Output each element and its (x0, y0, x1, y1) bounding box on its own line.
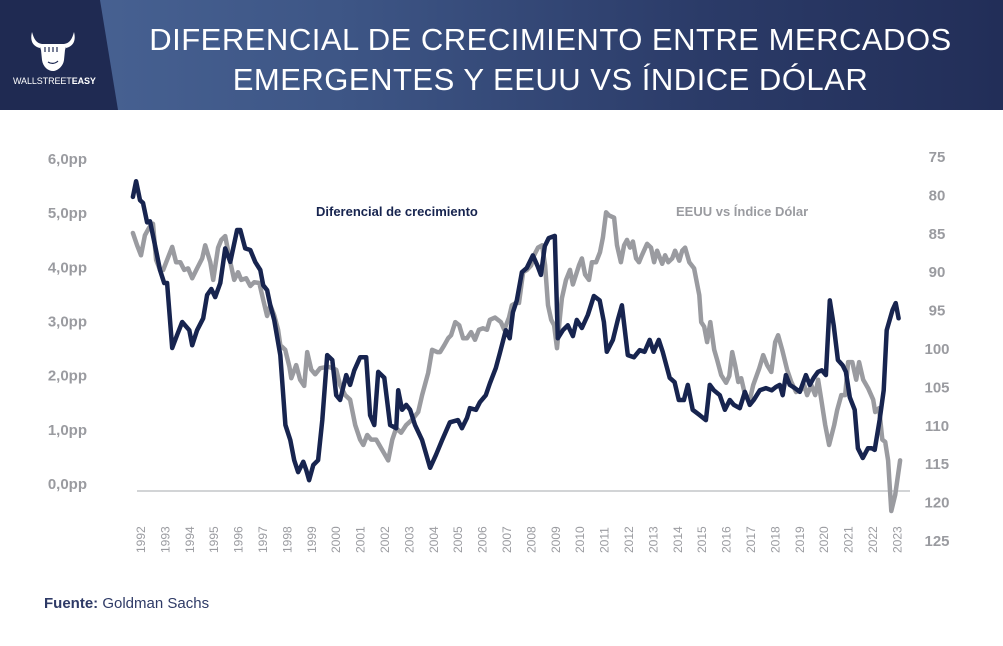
left-tick-label: 2,0pp (48, 368, 87, 385)
right-tick-label: 100 (924, 341, 949, 358)
x-tick-label: 1997 (256, 526, 270, 553)
x-tick-label: 2013 (646, 526, 660, 553)
x-tick-label: 2012 (622, 526, 636, 553)
title-line-2: EMERGENTES Y EEUU VS ÍNDICE DÓLAR (232, 62, 869, 97)
brand-part2: EASY (71, 76, 96, 86)
right-tick-label: 105 (924, 379, 949, 396)
x-axis: 1992 1993 1994 1995 1996 1997 1998 1999 2000 2001… (134, 526, 904, 553)
right-tick-label: 75 (929, 149, 946, 166)
x-tick-label: 2011 (598, 527, 612, 553)
x-tick-label: 2016 (720, 526, 734, 553)
right-tick-label: 120 (924, 495, 949, 512)
x-tick-label: 2015 (695, 526, 709, 553)
x-tick-label: 2006 (476, 526, 490, 553)
right-tick-label: 80 (929, 187, 946, 204)
series-layer (130, 178, 903, 514)
x-tick-label: 2018 (768, 526, 782, 553)
series-line-dollar-index (130, 210, 903, 514)
x-tick-label: 1998 (280, 526, 294, 553)
x-tick-label: 2022 (866, 526, 880, 553)
page-title: DIFERENCIAL DE CRECIMIENTO ENTRE MERCADO… (118, 20, 983, 100)
series-line-growth-differential (130, 178, 901, 483)
source-note: Fuente: Goldman Sachs (44, 595, 209, 612)
x-tick-label: 2004 (427, 526, 441, 553)
x-tick-label: 2007 (500, 526, 514, 553)
x-tick-label: 1992 (134, 526, 148, 553)
x-tick-label: 1995 (207, 526, 221, 553)
x-tick-label: 2019 (793, 526, 807, 553)
logo-panel: WALLSTREETEASY (0, 0, 118, 110)
legend-label-growth-differential: Diferencial de crecimiento (316, 204, 478, 219)
x-tick-label: 1994 (183, 526, 197, 553)
x-tick-label: 2009 (549, 526, 563, 553)
x-tick-label: 2003 (402, 526, 416, 553)
right-tick-label: 110 (925, 418, 949, 435)
x-tick-label: 1996 (232, 526, 246, 553)
x-tick-label: 2010 (573, 526, 587, 553)
header-banner: WALLSTREETEASY DIFERENCIAL DE CRECIMIENT… (0, 0, 1003, 110)
x-tick-label: 2014 (671, 526, 685, 553)
x-tick-label: 2000 (329, 526, 343, 553)
x-tick-label: 2001 (354, 526, 368, 553)
left-tick-label: 5,0pp (48, 205, 87, 222)
title-line-1: DIFERENCIAL DE CRECIMIENTO ENTRE MERCADO… (149, 22, 952, 57)
left-tick-label: 1,0pp (48, 422, 87, 439)
left-tick-label: 6,0pp (48, 151, 87, 168)
left-tick-label: 3,0pp (48, 314, 87, 331)
right-tick-label: 85 (929, 226, 946, 243)
x-tick-label: 2008 (524, 526, 538, 553)
right-tick-label: 125 (924, 533, 949, 550)
chart: 6,0pp 5,0pp 4,0pp 3,0pp 2,0pp 1,0pp 0,0pp 75 80… (48, 149, 950, 553)
x-tick-label: 2021 (842, 526, 856, 553)
right-tick-label: 90 (929, 264, 946, 281)
right-axis: 75 80 85 90 95 100 105 110 115 120 125 (924, 149, 949, 550)
left-tick-label: 0,0pp (48, 476, 87, 493)
x-tick-label: 1993 (158, 526, 172, 553)
x-tick-label: 2017 (744, 526, 758, 553)
brand-wordmark: WALLSTREETEASY (13, 76, 96, 86)
left-axis: 6,0pp 5,0pp 4,0pp 3,0pp 2,0pp 1,0pp 0,0pp (48, 151, 87, 493)
right-tick-label: 95 (929, 303, 946, 320)
x-tick-label: 2005 (451, 526, 465, 553)
x-tick-label: 2020 (817, 526, 831, 553)
x-tick-label: 2023 (890, 526, 904, 553)
x-tick-label: 2002 (378, 526, 392, 553)
source-label: Fuente: (44, 595, 99, 612)
right-tick-label: 115 (925, 456, 949, 473)
bull-fist-icon (31, 32, 75, 71)
x-tick-label: 1999 (305, 526, 319, 553)
source-value: Goldman Sachs (102, 595, 210, 612)
legend-label-dollar-index: EEUU vs Índice Dólar (676, 204, 808, 219)
brand-part1: WALLSTREET (13, 76, 72, 86)
left-tick-label: 4,0pp (48, 259, 87, 276)
